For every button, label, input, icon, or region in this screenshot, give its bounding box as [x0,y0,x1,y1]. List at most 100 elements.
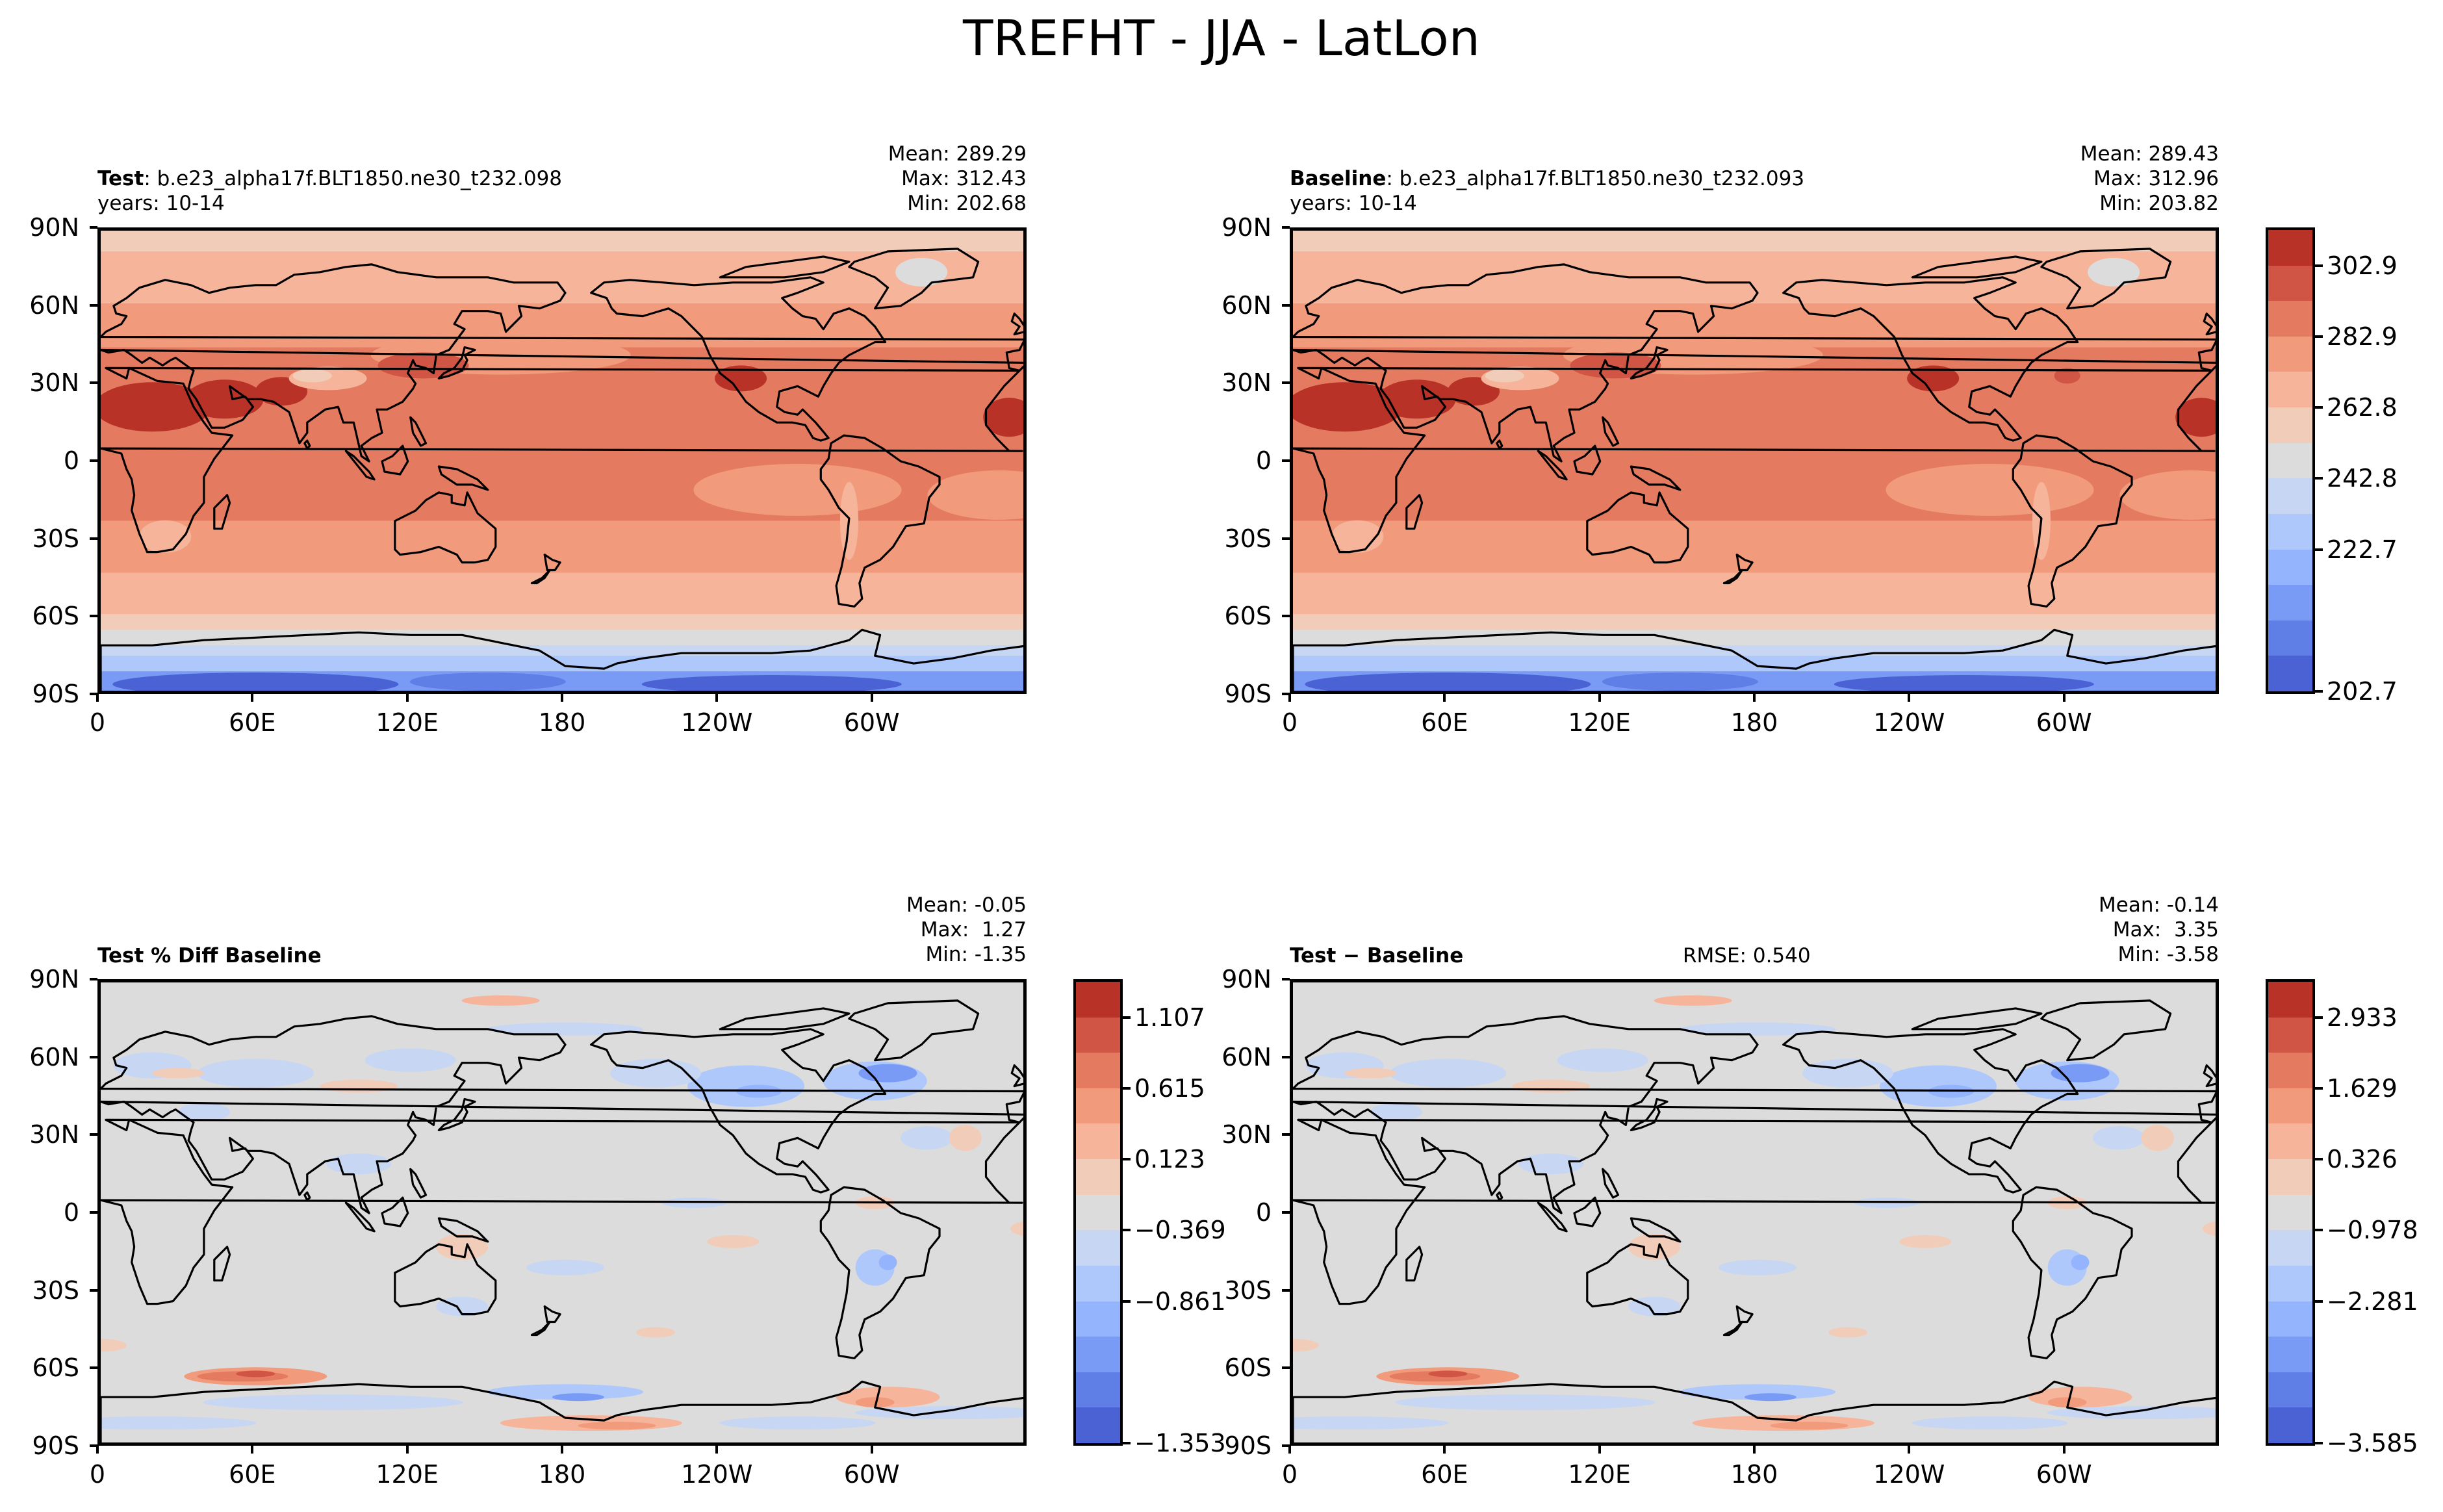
colorbar-segment [1076,1159,1120,1196]
coastline-borneo [381,1196,409,1227]
y-tick-mark [1282,1211,1290,1214]
colorbar-segment [2268,1053,2312,1089]
colorbar-tick-mark [2315,1158,2323,1161]
coastline-philippines [1602,1168,1620,1199]
panel-diff-map: 90N 60N 30N 0 30S 60S 90S 0 60E 120E 180 120W 60W [1222,965,2219,1489]
x-tick-label: 120W [681,1460,753,1489]
x-tick-label: 120E [1568,1460,1631,1489]
colorbar-tick-label: 302.9 [2327,251,2398,280]
x-tick-label: 60E [229,708,276,737]
y-tick-label: 60N [29,290,79,320]
colorbar-segment [2268,442,2312,480]
y-tick-label: 30N [29,368,79,398]
coastline-eurasia [1293,263,2216,463]
panel-baseline-mean: Mean: 289.43 [2080,142,2219,166]
x-tick-label: 60E [229,1460,276,1489]
coastline-newzealand-s [530,1320,551,1337]
coastline-eurasia [1293,1015,2216,1214]
coastline-namerica [590,276,887,442]
colorbar-segment [2268,407,2312,444]
y-tick-mark [1282,978,1290,980]
coastline-srilanka [1496,1191,1503,1201]
x-tick-mark [870,694,873,702]
coastline-sumatra [344,1201,376,1233]
x-tick-label: 0 [1281,708,1298,737]
x-tick-mark [405,1446,409,1454]
colorbar-tick-mark [2315,1442,2323,1444]
coastline-australia [394,1243,497,1316]
coastline-samerica [2012,434,2133,608]
y-tick-mark [90,303,97,307]
coastline-arctic-isles [719,1007,851,1031]
y-tick-label: 90N [1222,965,1272,993]
colorbar-tick-label: −2.281 [2327,1287,2418,1316]
x-tick-label: 120E [376,708,439,737]
y-tick-mark [90,381,97,385]
colorbar-pctdiff [1073,979,1123,1446]
x-tick-mark [1753,1446,1756,1454]
colorbar-segment [2268,585,2312,621]
colorbar-tick-label: 1.107 [1134,1003,1205,1032]
x-tick-mark [96,694,99,702]
y-tick-mark [1282,1133,1290,1136]
y-tick-mark [90,1444,97,1447]
y-tick-label: 30N [1222,1120,1272,1149]
map-svg [101,231,1023,691]
coastline-namerica [1782,276,2079,442]
x-tick-label: 120W [1873,1460,1945,1489]
coastline-madagascar [213,1246,231,1282]
y-tick-mark [90,978,97,980]
coastline-newguinea [1630,465,1682,491]
x-tick-mark [2062,694,2066,702]
map-frame [97,227,1027,694]
coastline-britain [1010,312,1023,336]
x-tick-mark [1443,1446,1446,1454]
coastline-greenland [848,248,980,310]
coastline-newguinea [1630,1217,1682,1243]
y-tick-mark [1282,226,1290,229]
coastline-eurasia [101,1015,1023,1214]
colorbar-segment [2268,549,2312,586]
y-tick-mark [90,1366,97,1370]
y-tick-label: 60S [32,602,79,631]
map-svg [101,982,1023,1442]
panel-pctdiff-min: Min: -1.35 [925,943,1027,966]
coastline-namerica [590,1028,887,1194]
colorbar-segment [2268,513,2312,550]
coastline-greenland [2040,248,2172,310]
x-tick-label: 60W [843,708,900,737]
colorbar-segment [2268,1265,2312,1302]
y-tick-label: 90S [32,1431,79,1460]
coastline-britain [2203,1064,2216,1088]
y-tick-mark [1282,693,1290,695]
coastline-japan [437,346,476,379]
coastline-samerica [819,1186,941,1360]
colorbar-segment [2268,1337,2312,1373]
panel-test-mean: Mean: 289.29 [888,142,1027,166]
coastline-arctic-isles [1911,255,2043,279]
x-tick-mark [1288,1446,1291,1454]
coastline-greenland [848,999,980,1062]
colorbar-tick-label: 0.326 [2327,1145,2398,1174]
map-svg [1293,982,2216,1442]
colorbar-segment [1076,1088,1120,1125]
colorbar-tick-mark [1123,1300,1131,1303]
colorbar-segment [2268,230,2312,266]
coastline-japan [1630,346,1669,379]
colorbar-segment [2268,1017,2312,1054]
coastline-philippines [409,416,428,447]
colorbar-tick-label: 1.629 [2327,1073,2398,1103]
x-tick-mark [1288,694,1291,702]
x-tick-label: 0 [1281,1460,1298,1489]
panel-pctdiff-label-bold: Test % Diff Baseline [97,944,322,967]
x-tick-label: 60W [843,1460,900,1489]
panel-baseline-years: years: 10-14 [1290,192,1417,215]
y-tick-mark [1282,615,1290,618]
colorbar-tick-mark [2315,264,2323,267]
colorbar-tick-label: −0.369 [1134,1216,1226,1245]
panel-test-min: Min: 202.68 [907,192,1027,215]
coastline-newzealand [543,554,561,572]
panel-pctdiff-mean: Mean: -0.05 [906,893,1027,917]
coastline-africa [1293,366,2216,554]
y-tick-label: 60N [1222,1042,1272,1071]
